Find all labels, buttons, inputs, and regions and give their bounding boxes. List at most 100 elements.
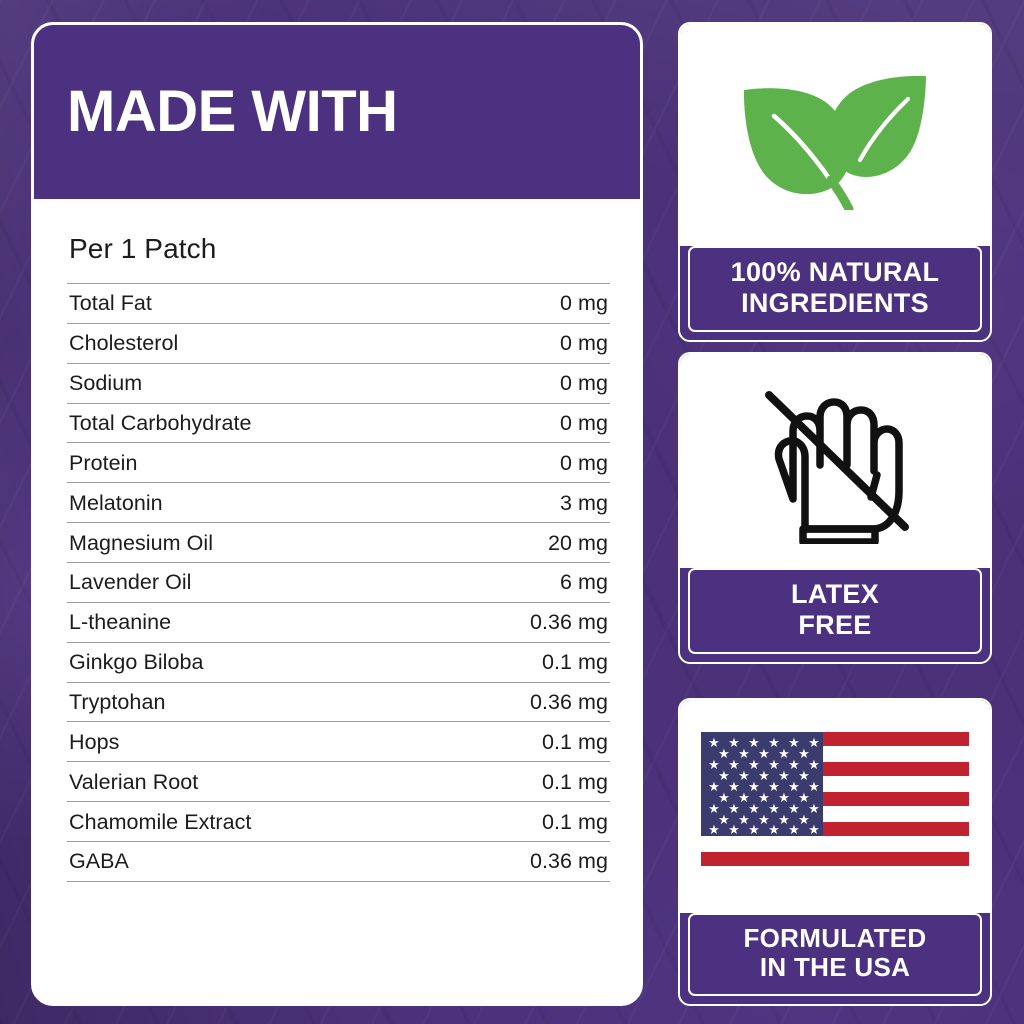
table-row: L-theanine 0.36 mg [67,602,610,642]
table-row: Chamomile Extract 0.1 mg [67,801,610,842]
svg-text:★: ★ [708,757,720,772]
badge-formulated-in-usa: ★ ★ ★ ★ ★ ★ ★ ★ ★ ★ ★ ★ ★ ★ ★ ★ ★ ★ ★ ★ ★ ★ ★ ★ ★ ★ ★ ★ ★ ★… [678,698,992,1006]
svg-text:★: ★ [798,812,810,827]
svg-text:★: ★ [778,812,790,827]
badge-caption-latex: LATEX FREE [688,568,982,654]
svg-text:★: ★ [788,779,800,794]
nutrient-amount: 3 mg [560,490,608,515]
card-header: MADE WITH [34,25,640,199]
svg-text:★: ★ [778,746,790,761]
svg-text:★: ★ [768,735,780,750]
card-body: Per 1 Patch Total Fat 0 mg Cholesterol 0 mg… [34,199,640,882]
svg-text:★: ★ [728,757,740,772]
svg-text:★: ★ [718,790,730,805]
svg-text:★: ★ [778,790,790,805]
svg-text:★: ★ [788,757,800,772]
svg-text:★: ★ [748,735,760,750]
svg-text:★: ★ [728,801,740,816]
svg-text:★: ★ [798,746,810,761]
badge-caption-natural-line1: 100% NATURAL [730,257,940,288]
svg-text:★: ★ [738,812,750,827]
nutrient-amount: 0.36 mg [529,610,608,635]
svg-text:★: ★ [748,801,760,816]
nutrient-amount: 20 mg [547,530,608,555]
nutrient-amount: 0 mg [560,291,608,316]
svg-text:★: ★ [738,790,750,805]
nutrient-name: Total Carbohydrate [69,410,252,435]
badge-natural-ingredients: 100% NATURAL INGREDIENTS [678,22,992,342]
svg-text:★: ★ [738,768,750,783]
nutrient-name: Valerian Root [69,769,199,794]
svg-text:★: ★ [798,768,810,783]
no-latex-glove-icon [764,390,909,544]
svg-text:★: ★ [788,801,800,816]
nutrition-table: Total Fat 0 mg Cholesterol 0 mg Sodium 0 mg To… [67,283,610,882]
nutrient-name: Lavender Oil [69,570,192,595]
svg-text:★: ★ [768,757,780,772]
svg-text:★: ★ [768,779,780,794]
table-row: GABA 0.36 mg [67,841,610,882]
badge-art-latex [680,354,990,569]
nutrient-amount: 0.1 mg [541,769,608,794]
badge-art-usa: ★ ★ ★ ★ ★ ★ ★ ★ ★ ★ ★ ★ ★ ★ ★ ★ ★ ★ ★ ★ ★ ★ ★ ★ ★ ★ ★ ★ ★ ★… [680,700,990,913]
svg-text:★: ★ [768,801,780,816]
svg-text:★: ★ [738,746,750,761]
svg-text:★: ★ [808,735,820,750]
nutrient-amount: 0 mg [560,331,608,356]
table-row: Magnesium Oil 20 mg [67,522,610,563]
nutrient-name: Chamomile Extract [69,809,252,834]
supplement-facts-card: MADE WITH Per 1 Patch Total Fat 0 mg Chole… [31,22,643,1006]
badge-latex-free: LATEX FREE [678,352,992,664]
svg-text:★: ★ [788,822,800,837]
nutrient-amount: 0.36 mg [529,849,608,874]
svg-text:★: ★ [808,801,820,816]
badge-caption-natural: 100% NATURAL INGREDIENTS [688,246,982,332]
svg-text:★: ★ [748,779,760,794]
svg-text:★: ★ [768,822,780,837]
svg-text:★: ★ [718,768,730,783]
svg-text:★: ★ [808,822,820,837]
nutrient-name: Cholesterol [69,331,179,356]
nutrition-table-body: Total Fat 0 mg Cholesterol 0 mg Sodium 0 mg To… [67,283,610,882]
badge-caption-usa-line2: IN THE USA [759,952,911,983]
table-row: Tryptohan 0.36 mg [67,682,610,722]
table-row: Valerian Root 0.1 mg [67,761,610,802]
badge-caption-natural-line2: INGREDIENTS [741,288,929,319]
svg-text:★: ★ [808,757,820,772]
svg-text:★: ★ [758,768,770,783]
badge-caption-usa: FORMULATED IN THE USA [688,912,982,996]
table-row: Ginkgo Biloba 0.1 mg [67,642,610,682]
svg-text:★: ★ [758,746,770,761]
nutrient-name: Magnesium Oil [69,530,214,555]
badge-caption-latex-line2: FREE [798,610,872,641]
svg-text:★: ★ [718,812,730,827]
table-row: Cholesterol 0 mg [67,323,610,363]
nutrient-amount: 6 mg [560,570,608,595]
table-row: Melatonin 3 mg [67,482,610,523]
nutrient-name: L-theanine [69,610,172,635]
svg-text:★: ★ [748,757,760,772]
nutrient-amount: 0 mg [560,450,608,475]
nutrient-name: Melatonin [69,490,163,515]
usa-flag-icon: ★ ★ ★ ★ ★ ★ ★ ★ ★ ★ ★ ★ ★ ★ ★ ★ ★ ★ ★ ★ ★ ★ ★ ★ ★ ★ ★ ★ ★ ★… [701,732,969,867]
serving-size-label: Per 1 Patch [69,233,217,264]
svg-text:★: ★ [788,735,800,750]
nutrient-name: Hops [69,729,120,754]
nutrient-name: Total Fat [69,291,152,316]
svg-text:★: ★ [758,812,770,827]
table-row: Total Fat 0 mg [67,283,610,324]
page-title: MADE WITH [67,79,398,144]
nutrient-amount: 0.1 mg [541,809,608,834]
nutrient-name: Sodium [69,371,143,396]
svg-text:★: ★ [798,790,810,805]
table-row: Sodium 0 mg [67,363,610,403]
nutrient-amount: 0.1 mg [541,729,608,754]
svg-text:★: ★ [758,790,770,805]
svg-text:★: ★ [708,735,720,750]
svg-text:★: ★ [728,735,740,750]
svg-text:★: ★ [728,779,740,794]
nutrient-amount: 0 mg [560,410,608,435]
svg-text:★: ★ [718,746,730,761]
svg-text:★: ★ [708,822,720,837]
nutrient-name: Tryptohan [69,689,166,714]
